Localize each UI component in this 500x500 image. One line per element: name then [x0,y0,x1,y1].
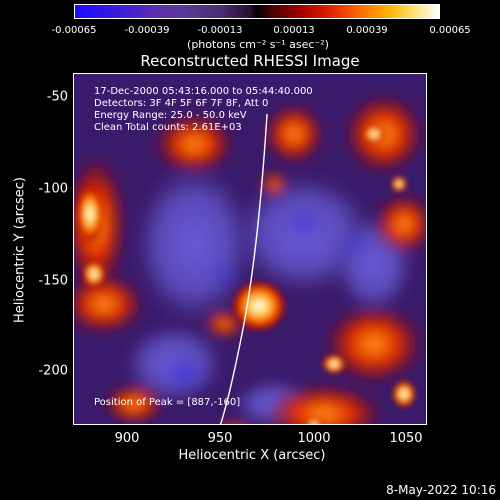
overlay-detectors: Detectors: 3F 4F 5F 6F 7F 8F, Att 0 [94,98,269,109]
overlay-energy-range: Energy Range: 25.0 - 50.0 keV [94,110,247,121]
image-canvas [74,74,426,424]
x-tick-label: 1000 [297,431,331,446]
colorbar-tick: -0.00039 [124,25,170,36]
x-tick-label: 1050 [389,431,423,446]
plot-title: Reconstructed RHESSI Image [140,52,360,70]
overlay-time-range: 17-Dec-2000 05:43:16.000 to 05:44:40.000 [94,86,313,97]
overlay-peak-position: Position of Peak = [887,-160] [94,397,241,408]
colorbar-tick: -0.00065 [51,25,97,36]
x-tick-label: 900 [114,431,140,446]
colorbar-tick: 0.00013 [273,25,315,36]
footer-date: 8-May-2022 10:16 [386,483,496,497]
y-tick-label: -200 [38,363,68,379]
colorbar-tick: 0.00065 [429,25,471,36]
x-tick-label: 950 [207,431,233,446]
y-tick-label: -100 [38,181,68,197]
y-tick-label: -150 [38,273,68,289]
x-axis-label: Heliocentric X (arcsec) [178,448,326,463]
colorbar-tick: 0.00039 [346,25,388,36]
y-tick-label: -50 [46,89,68,105]
overlay-clean-counts: Clean Total counts: 2.61E+03 [94,122,242,133]
y-axis-label: Heliocentric Y (arcsec) [12,177,28,323]
colorbar [74,4,440,19]
solar-limb-line [219,113,268,424]
rhessi-image [73,73,427,425]
colorbar-tick: -0.00013 [197,25,243,36]
colorbar-units: (photons cm⁻² s⁻¹ asec⁻²) [187,38,329,51]
